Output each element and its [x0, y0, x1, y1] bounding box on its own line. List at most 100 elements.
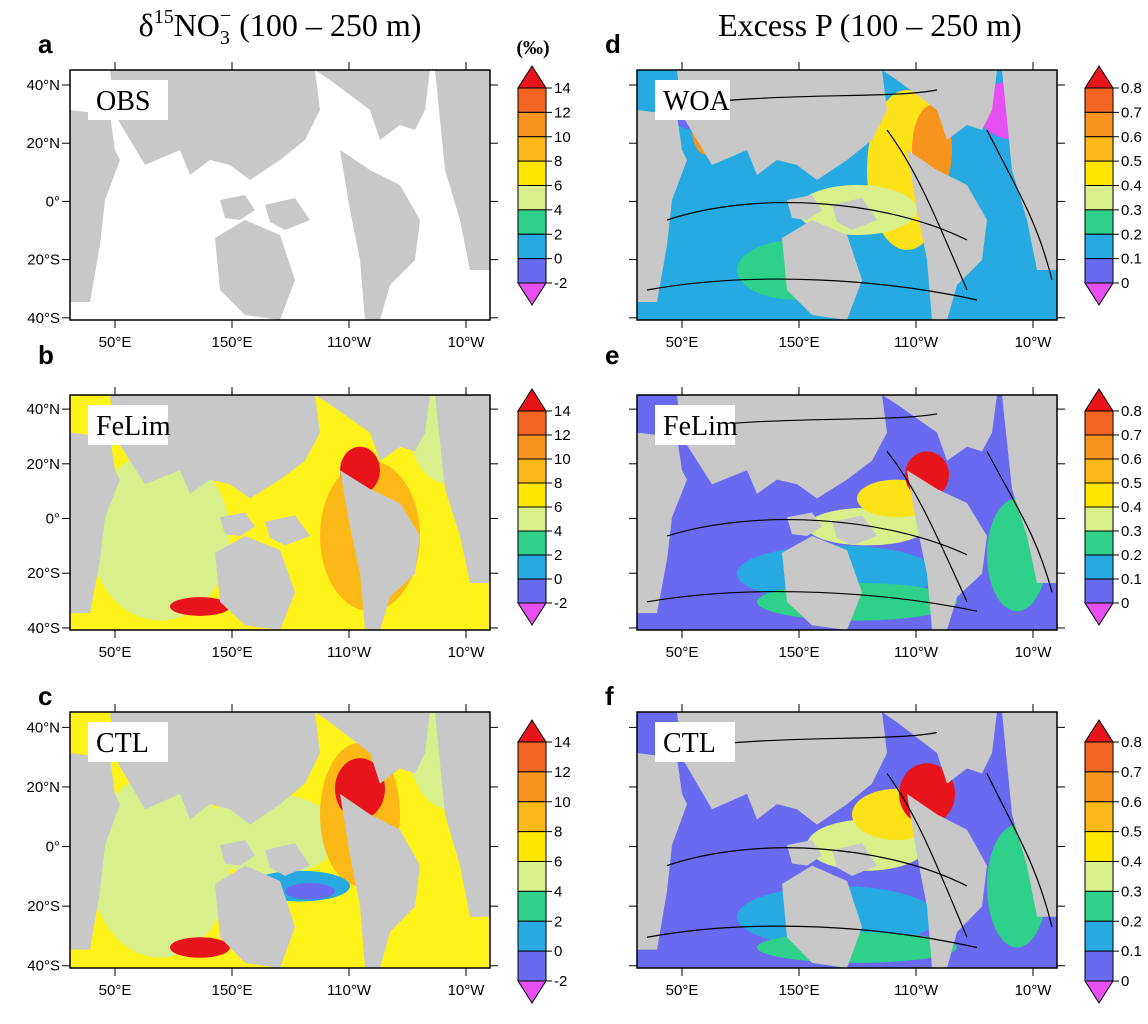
colorbar-label: -2 — [554, 595, 567, 612]
lat-label: 20°N — [26, 135, 60, 152]
field-region — [90, 451, 230, 621]
panel-border — [69, 711, 491, 969]
contour — [986, 129, 1053, 281]
colorbar-swatch — [1084, 602, 1114, 626]
colorbar-label: 0.7 — [1121, 764, 1142, 781]
label-box — [655, 722, 735, 762]
label-box — [88, 722, 168, 762]
colorbar-swatch — [517, 980, 547, 1004]
colorbar-label: 0.4 — [1121, 178, 1142, 195]
colorbar-swatch — [517, 530, 547, 556]
panel-letter: b — [38, 340, 54, 370]
lat-label: 40°S — [27, 310, 60, 327]
colorbar-swatch — [1084, 578, 1114, 604]
lon-label: 150°E — [778, 982, 819, 999]
colorbar-swatch — [517, 890, 547, 922]
contour — [646, 591, 978, 612]
colorbar-unit: (‰) — [516, 37, 549, 59]
column-title: Excess P (100 – 250 m) — [718, 7, 1022, 43]
colorbar-label: 12 — [554, 427, 571, 444]
map-panel: CTL 50°E 150°E 110°W 10°W 40°N 20°N 0° 20°S 40°S — [26, 704, 498, 999]
colorbar-swatch — [517, 410, 547, 436]
title-part: NO — [174, 7, 220, 43]
panel-letter: c — [38, 681, 52, 711]
colorbar-label: 0.8 — [1121, 734, 1142, 751]
colorbar-swatch — [517, 185, 547, 211]
colorbar-swatch — [1084, 434, 1114, 460]
lon-label: 110°W — [894, 334, 939, 351]
colorbar-swatch — [517, 434, 547, 460]
field-region — [90, 773, 230, 958]
colorbar-swatch — [1084, 719, 1114, 743]
colorbar-swatch — [1084, 258, 1114, 284]
colorbar-swatch — [517, 65, 547, 89]
colorbar-swatch — [517, 282, 547, 306]
map-panel: WOA 50°E 150°E 110°W 10°W — [629, 62, 1065, 351]
colorbar-swatch — [1084, 410, 1114, 436]
contour — [986, 451, 1053, 593]
lon-label: 150°E — [778, 334, 819, 351]
panel-label: CTL — [96, 728, 149, 759]
contour — [646, 278, 978, 301]
colorbar-label: 0.1 — [1121, 571, 1142, 588]
colorbar-label: -2 — [554, 275, 567, 292]
colorbar-label: 0.8 — [1121, 403, 1142, 420]
colorbar-swatch — [517, 771, 547, 803]
colorbar-swatch — [1084, 890, 1114, 922]
colorbar-label: 14 — [554, 734, 571, 751]
lat-label: 20°S — [27, 898, 60, 915]
lon-label: 10°W — [1015, 982, 1053, 999]
colorbar: 14 12 10 8 6 4 2 0 -2 — [517, 719, 571, 1004]
colorbar-swatch — [517, 861, 547, 892]
lat-label: 20°N — [26, 779, 60, 796]
lon-label: 10°W — [448, 644, 486, 661]
panel-label: WOA — [663, 86, 731, 117]
colorbar-swatch — [1084, 530, 1114, 556]
colorbar-label: 10 — [554, 129, 571, 146]
colorbar-swatch — [1084, 506, 1114, 532]
map-panel: FeLim 50°E 150°E 110°W 10°W 40°N 20°N 0° 20°S 40°… — [26, 387, 498, 661]
colorbar-swatch — [517, 719, 547, 743]
title-part: 3 — [220, 27, 230, 49]
colorbar-swatch — [517, 160, 547, 186]
colorbar-label: 0 — [554, 943, 562, 960]
colorbar-label: 12 — [554, 104, 571, 121]
colorbar-label: 10 — [554, 451, 571, 468]
colorbar-label: 0.5 — [1121, 824, 1142, 841]
lat-label: 40°N — [26, 401, 60, 418]
colorbar-label: 0.5 — [1121, 475, 1142, 492]
colorbar-label: 0.1 — [1121, 943, 1142, 960]
colorbar-swatch — [1084, 160, 1114, 186]
colorbar-label: 0.5 — [1121, 153, 1142, 170]
contour — [986, 773, 1053, 928]
colorbar-swatch — [517, 209, 547, 235]
colorbar-label: 0.6 — [1121, 794, 1142, 811]
colorbar-swatch — [1084, 482, 1114, 508]
colorbar-swatch — [517, 920, 547, 952]
lon-label: 50°E — [99, 644, 132, 661]
colorbar: 14 12 10 8 6 4 2 0 -2 — [517, 388, 571, 626]
title-part: 15 — [154, 6, 174, 28]
colorbar-swatch — [1084, 282, 1114, 306]
field-region — [170, 937, 230, 958]
colorbar-swatch — [517, 233, 547, 260]
colorbar-swatch — [1084, 185, 1114, 211]
colorbar-swatch — [517, 111, 547, 138]
colorbar-label: 0.2 — [1121, 913, 1142, 930]
colorbar-label: 4 — [554, 883, 562, 900]
colorbar-swatch — [1084, 233, 1114, 260]
field-region — [285, 883, 335, 900]
panel-label: FeLim — [96, 411, 171, 442]
colorbar-swatch — [1084, 111, 1114, 138]
label-box — [655, 405, 735, 445]
colorbar-label: 4 — [554, 523, 562, 540]
column-title: δ15NO3− (100 – 250 m) — [139, 5, 422, 49]
colorbar-swatch — [517, 554, 547, 580]
colorbar-label: 0.4 — [1121, 854, 1142, 871]
panel-label: CTL — [663, 728, 716, 759]
colorbar-label: 0.4 — [1121, 499, 1142, 516]
colorbar-label: 14 — [554, 80, 571, 97]
colorbar: 0.8 0.7 0.6 0.5 0.4 0.3 0.2 0.1 0 — [1084, 65, 1142, 306]
colorbar-swatch — [517, 258, 547, 284]
lon-label: 10°W — [448, 982, 486, 999]
